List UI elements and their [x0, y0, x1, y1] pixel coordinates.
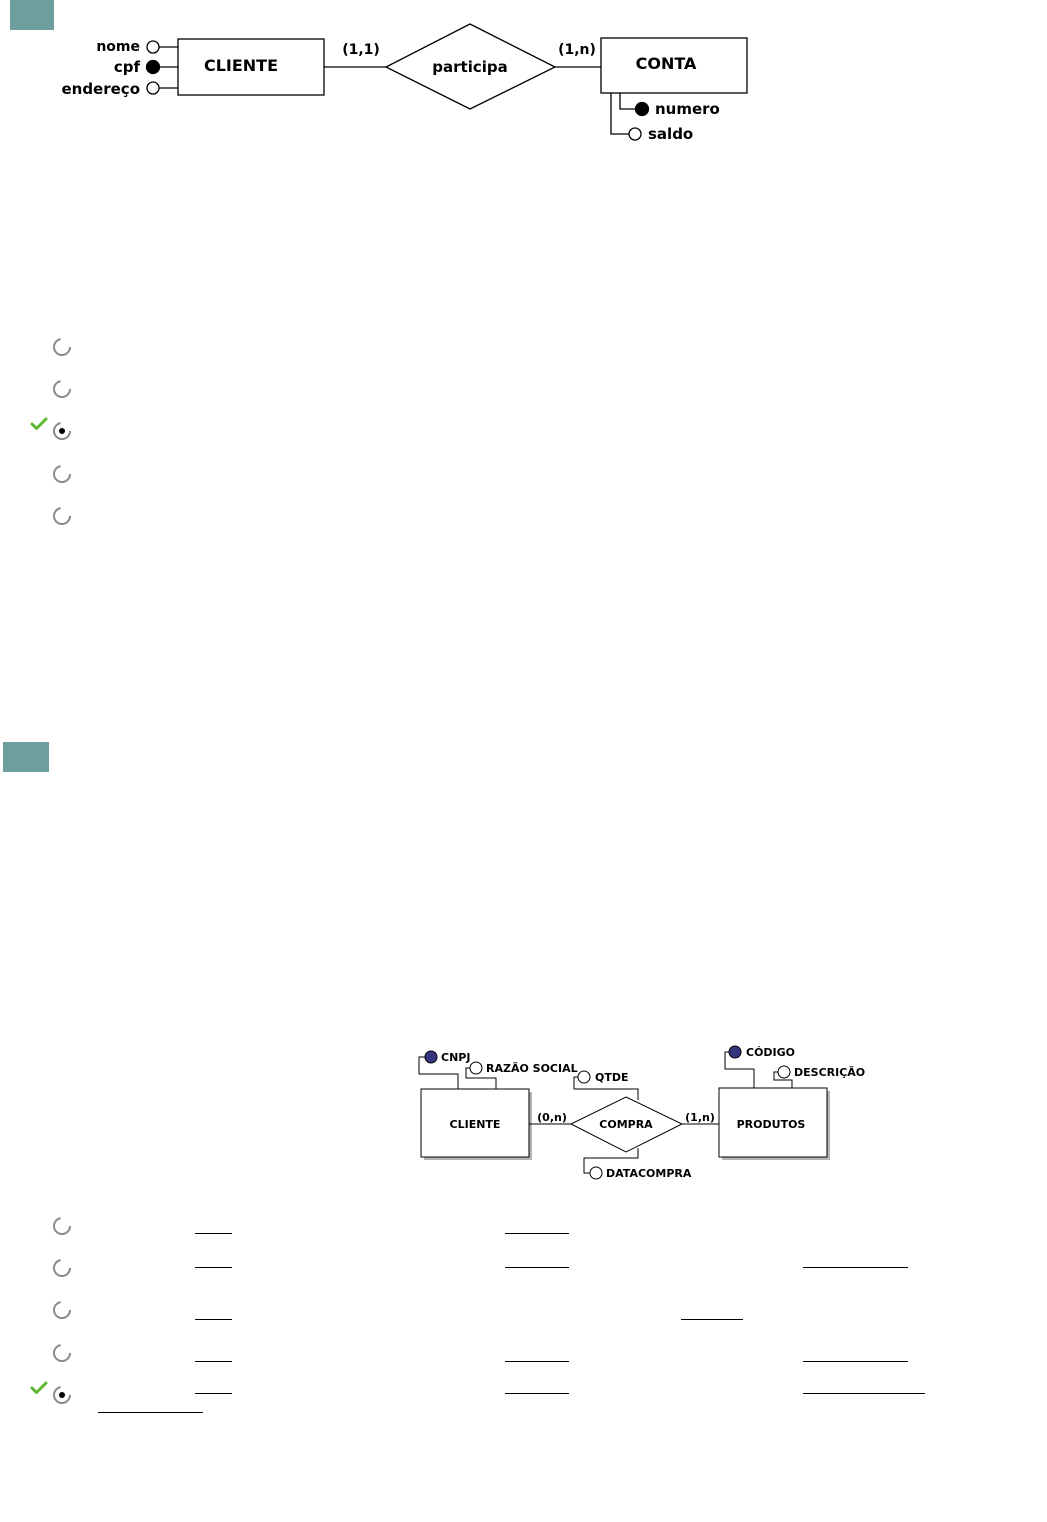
entity-cliente	[420, 1088, 530, 1158]
attr-label: DATACOMPRA	[606, 1167, 692, 1180]
cardinality-right: (1,n)	[558, 42, 596, 58]
attribute-cnpj: CNPJ	[418, 1050, 470, 1089]
optional-attribute-icon	[469, 1061, 483, 1075]
underline	[98, 1412, 203, 1413]
radio-button-selected[interactable]	[52, 1385, 72, 1405]
radio-button[interactable]	[52, 1258, 72, 1278]
key-attribute-icon	[728, 1045, 742, 1059]
q2-option-1[interactable]	[30, 1216, 1010, 1240]
question-2-badge	[3, 742, 49, 772]
q2-option-3[interactable]	[30, 1300, 1010, 1324]
radio-button[interactable]	[52, 1216, 72, 1236]
entity-label: CLIENTE	[450, 1118, 501, 1131]
attribute-numero: numero	[619, 93, 720, 118]
underline	[803, 1361, 908, 1362]
relationship-compra	[569, 1096, 684, 1153]
attr-label: QTDE	[595, 1071, 629, 1084]
attribute-codigo: CÓDIGO	[724, 1045, 795, 1088]
attribute-nome: nome	[96, 39, 178, 55]
attr-label: numero	[655, 100, 720, 118]
attr-label: saldo	[648, 125, 693, 143]
radio-button[interactable]	[52, 1300, 72, 1320]
q1-option-1[interactable]	[30, 337, 1010, 361]
entity-conta	[600, 37, 748, 94]
q1-option-4[interactable]	[30, 464, 1010, 488]
q2-option-5[interactable]	[30, 1381, 1010, 1409]
attr-label: endereço	[61, 80, 140, 98]
attr-label: CNPJ	[441, 1051, 470, 1064]
er-diagram-q1: nome cpf endereço CLIENTE (1,1) particip…	[61, 23, 748, 143]
underline	[505, 1361, 569, 1362]
underline	[505, 1393, 569, 1394]
attr-label: CÓDIGO	[746, 1046, 795, 1059]
attr-label: nome	[96, 39, 140, 55]
key-attribute-icon	[145, 59, 161, 75]
relationship-label: participa	[432, 58, 507, 76]
er-diagram-q2: CNPJ RAZÃO SOCIAL CLIENTE (0,n) QTDE COM…	[418, 1045, 865, 1180]
underline	[195, 1233, 232, 1234]
attribute-endereco: endereço	[61, 80, 178, 98]
cardinality-right: (1,n)	[685, 1111, 715, 1124]
cardinality-left: (1,1)	[342, 42, 380, 58]
attribute-saldo: saldo	[610, 93, 693, 143]
underline	[505, 1267, 569, 1268]
entity-label: PRODUTOS	[737, 1118, 806, 1131]
underline	[803, 1267, 908, 1268]
question-1-badge	[10, 0, 54, 30]
relationship-participa	[384, 23, 557, 110]
attribute-descricao: DESCRIÇÃO	[773, 1065, 865, 1088]
radio-button-selected[interactable]	[52, 421, 72, 441]
radio-button[interactable]	[52, 337, 72, 357]
underline	[803, 1393, 925, 1394]
correct-check-icon	[30, 1381, 48, 1394]
underline	[195, 1319, 232, 1320]
entity-label: CLIENTE	[204, 56, 278, 75]
radio-button[interactable]	[52, 379, 72, 399]
q1-option-3[interactable]	[30, 417, 1010, 445]
attribute-razao-social: RAZÃO SOCIAL	[465, 1061, 578, 1089]
attr-label: DESCRIÇÃO	[794, 1066, 865, 1079]
q1-option-2[interactable]	[30, 379, 1010, 403]
radio-button[interactable]	[52, 506, 72, 526]
radio-button[interactable]	[52, 1343, 72, 1363]
underline	[505, 1233, 569, 1234]
attr-label: RAZÃO SOCIAL	[486, 1062, 578, 1075]
attribute-qtde: QTDE	[573, 1070, 639, 1100]
q2-option-4[interactable]	[30, 1343, 1010, 1367]
q2-option-2[interactable]	[30, 1258, 1010, 1282]
correct-check-icon	[30, 417, 48, 430]
attribute-cpf: cpf	[114, 58, 178, 76]
optional-attribute-icon	[628, 127, 642, 141]
relationship-label: COMPRA	[599, 1118, 653, 1131]
optional-attribute-icon	[777, 1065, 791, 1079]
underline	[195, 1393, 232, 1394]
attr-label: cpf	[114, 58, 141, 76]
entity-cliente	[177, 38, 325, 96]
attribute-datacompra: DATACOMPRA	[583, 1148, 692, 1180]
entity-label: CONTA	[636, 54, 697, 73]
underline	[195, 1361, 232, 1362]
optional-attribute-icon	[577, 1070, 591, 1084]
optional-attribute-icon	[589, 1166, 603, 1180]
cardinality-left: (0,n)	[537, 1111, 567, 1124]
key-attribute-icon	[634, 101, 650, 117]
radio-button[interactable]	[52, 464, 72, 484]
underline	[681, 1319, 743, 1320]
underline	[195, 1267, 232, 1268]
q1-option-5[interactable]	[30, 506, 1010, 530]
key-attribute-icon	[424, 1050, 438, 1064]
entity-produtos	[718, 1087, 828, 1158]
